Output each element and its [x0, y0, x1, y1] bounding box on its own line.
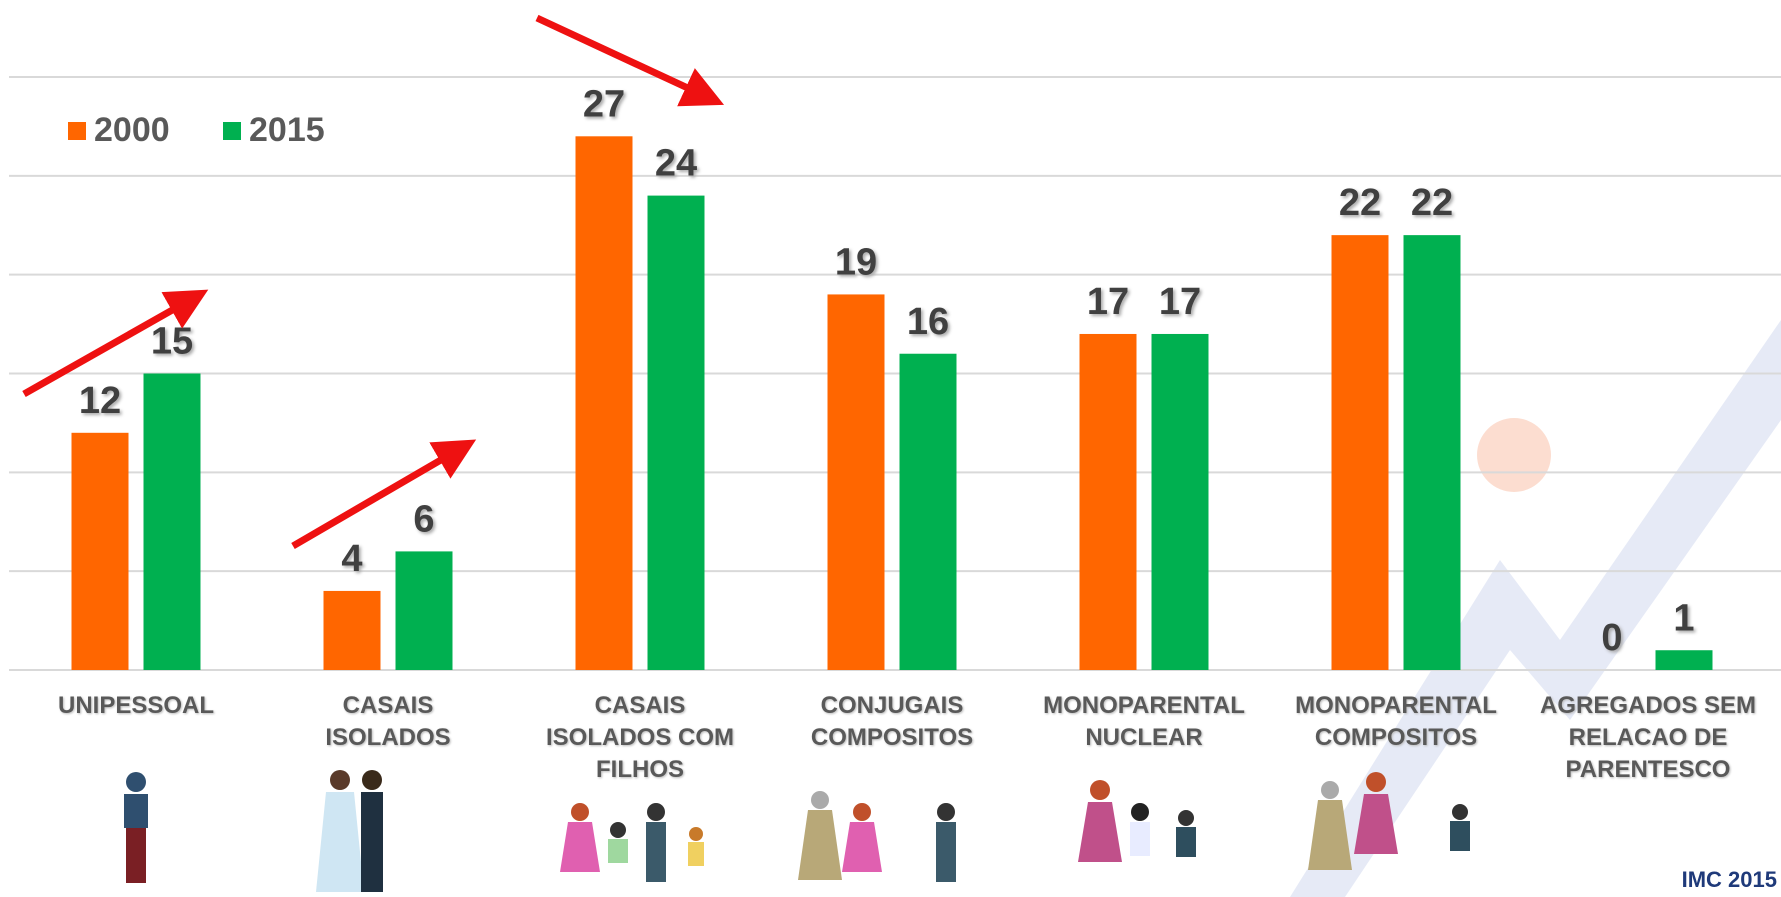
bar	[1404, 235, 1461, 670]
value-label: 4	[341, 538, 362, 580]
page: 12 15 4 6 27 24 19 16 17 17 22 22 0 1 2000 2015 UNIPES…	[0, 0, 1781, 897]
x-tick-label: AGREGADOS SEM RELACAO DE PARENTESCO	[1523, 690, 1773, 786]
x-tick-label: CASAIS ISOLADOS COM FILHOS	[515, 690, 765, 786]
value-label: 12	[79, 380, 121, 422]
bar	[576, 136, 633, 670]
value-label: 15	[151, 321, 193, 363]
value-label: 16	[907, 301, 949, 343]
value-label: 22	[1411, 182, 1453, 224]
bar	[1332, 235, 1389, 670]
legend-swatch	[68, 122, 86, 140]
bar	[72, 433, 129, 670]
x-tick-label: CASAIS ISOLADOS	[263, 690, 513, 754]
x-tick-label: MONOPARENTAL COMPOSITOS	[1271, 690, 1521, 754]
legend-label: 2000	[94, 111, 170, 149]
value-label: 6	[413, 498, 434, 540]
value-label: 24	[655, 143, 697, 185]
value-label: 0	[1601, 617, 1622, 659]
bar	[1152, 334, 1209, 670]
chart: 12 15 4 6 27 24 19 16 17 17 22 22 0 1 2000 2015	[0, 0, 1781, 897]
x-tick-label: CONJUGAIS COMPOSITOS	[767, 690, 1017, 754]
value-label: 19	[835, 241, 877, 283]
value-label: 27	[583, 83, 625, 125]
value-label: 17	[1087, 281, 1129, 323]
bar	[828, 294, 885, 670]
value-label: 17	[1159, 281, 1201, 323]
source: IMC 2015	[1682, 867, 1777, 893]
value-label: 22	[1339, 182, 1381, 224]
bar	[396, 551, 453, 670]
bar	[648, 196, 705, 670]
legend-label: 2015	[249, 111, 325, 149]
x-tick-label: UNIPESSOAL	[11, 690, 261, 722]
bar	[900, 354, 957, 670]
bar	[324, 591, 381, 670]
family-icons	[124, 770, 1470, 892]
bar	[144, 374, 201, 671]
legend-swatch	[223, 122, 241, 140]
x-tick-label: MONOPARENTAL NUCLEAR	[1019, 690, 1269, 754]
bar	[1080, 334, 1137, 670]
value-label: 1	[1673, 597, 1694, 639]
bar	[1656, 650, 1713, 670]
